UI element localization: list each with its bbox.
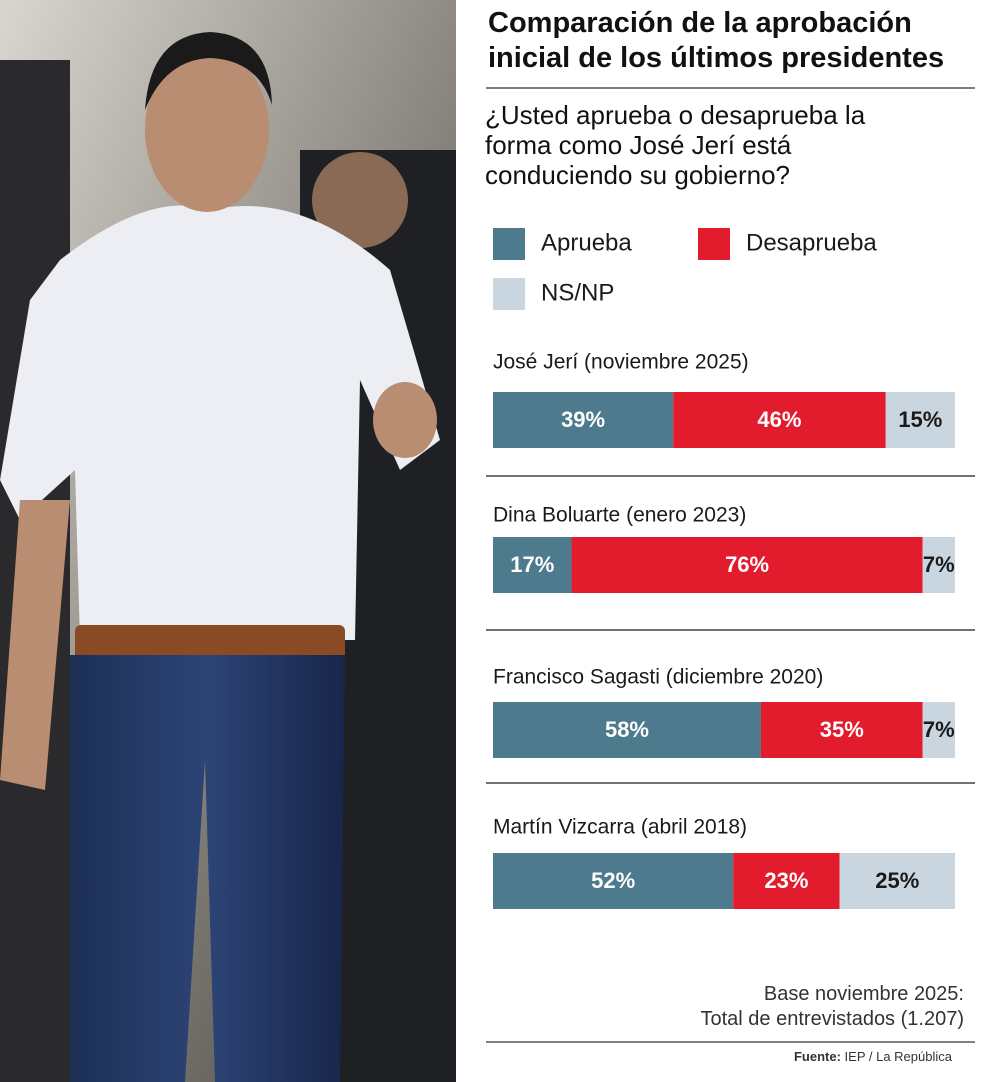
legend-swatch: [493, 278, 525, 310]
bar-segment: [493, 392, 674, 448]
source: Fuente: IEP / La República: [794, 1049, 952, 1064]
note-line: Total de entrevistados (1.207): [700, 1008, 965, 1030]
arm: [0, 500, 70, 790]
bar-segment: [673, 392, 886, 448]
bar-segment: [839, 853, 955, 909]
hand: [373, 382, 437, 458]
note: Base noviembre 2025: Total de entrevista…: [604, 982, 965, 1032]
value-label: 7%: [923, 552, 955, 577]
bar-segment: [922, 537, 955, 593]
hair: [145, 32, 272, 110]
value-label: 25%: [875, 868, 919, 893]
bar-segment: [733, 853, 840, 909]
legend-label: Desaprueba: [746, 229, 877, 256]
bar-segment: [885, 392, 955, 448]
legend-label: NS/NP: [541, 279, 614, 306]
photo: [0, 0, 456, 1082]
chart-subtitle: ¿Usted aprueba o desaprueba la forma com…: [485, 100, 866, 190]
bar-segment: [493, 702, 761, 758]
shirt: [0, 205, 440, 641]
bar-segment: [493, 853, 734, 909]
value-label: 17%: [510, 552, 554, 577]
category-label: José Jerí (noviembre 2025): [493, 351, 749, 374]
value-label: 52%: [591, 868, 635, 893]
head: [145, 48, 269, 212]
bar-segment: [493, 537, 572, 593]
value-label: 39%: [561, 407, 605, 432]
value-label: 35%: [820, 717, 864, 742]
category-label: Francisco Sagasti (diciembre 2020): [493, 666, 823, 689]
value-label: 7%: [923, 717, 955, 742]
note-line: Base noviembre 2025:: [763, 983, 964, 1005]
value-label: 23%: [764, 868, 808, 893]
head-right: [312, 152, 408, 248]
bar-segment: [760, 702, 923, 758]
source-label: Fuente:: [793, 1049, 841, 1064]
value-label: 46%: [757, 407, 801, 432]
source-text: IEP / La República: [844, 1049, 952, 1064]
value-label: 76%: [725, 552, 769, 577]
value-label: 58%: [605, 717, 649, 742]
jeans: [70, 655, 345, 1082]
legend-swatch: [698, 228, 730, 260]
chart-title: Comparación de la aprobación inicial de …: [488, 7, 945, 74]
category-label: Martín Vizcarra (abril 2018): [493, 816, 747, 839]
bar-segment: [922, 702, 955, 758]
value-label: 15%: [898, 407, 942, 432]
bar-segment: [571, 537, 923, 593]
category-label: Dina Boluarte (enero 2023): [493, 504, 746, 527]
legend-label: Aprueba: [541, 229, 632, 256]
belt: [75, 625, 345, 660]
legend-swatch: [493, 228, 525, 260]
